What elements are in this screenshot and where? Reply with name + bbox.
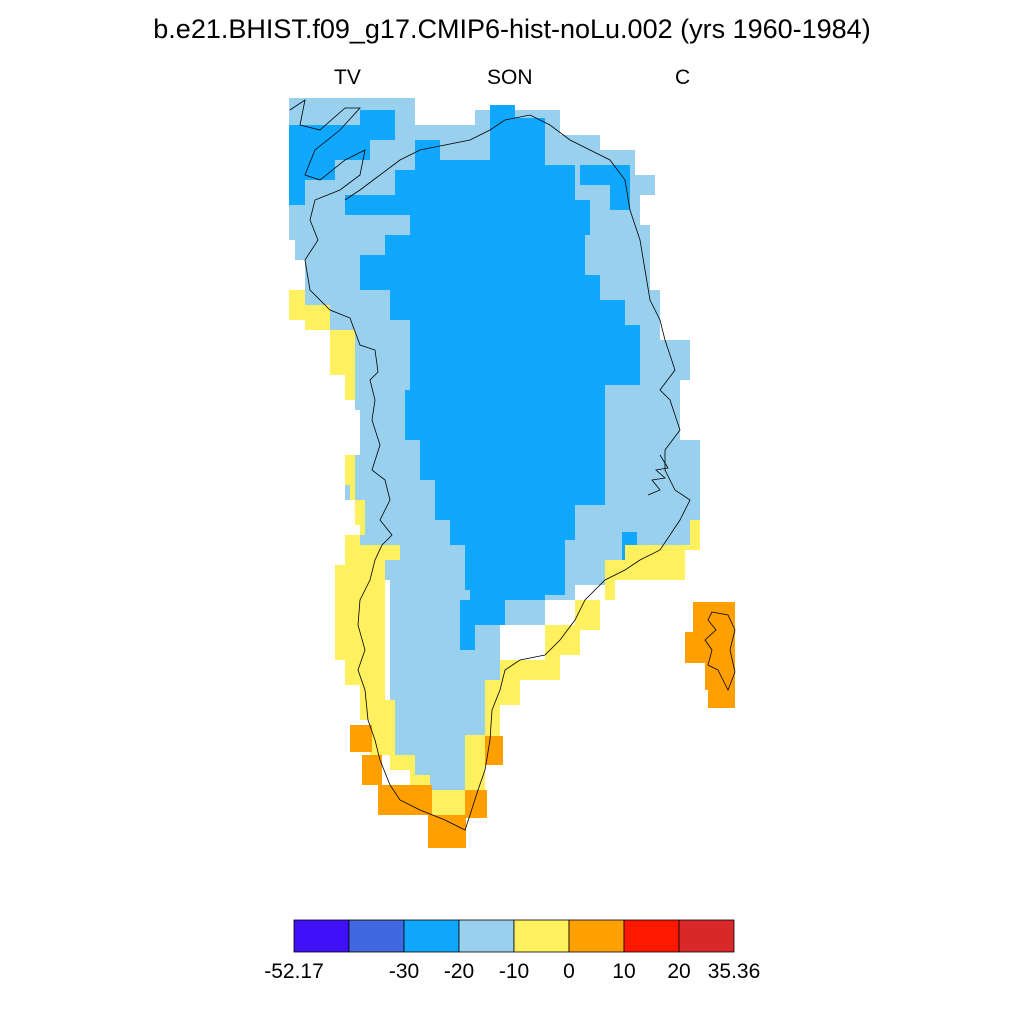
region-orange-south-tip xyxy=(378,785,466,848)
colorbar-swatch xyxy=(458,919,515,953)
colorbar-swatch xyxy=(348,919,405,953)
colorbar-swatch xyxy=(568,919,625,953)
region-orange-south xyxy=(350,725,372,752)
region-yellow-west xyxy=(289,290,700,820)
colorbar-swatch xyxy=(678,919,735,953)
colorbar-tick-label: 0 xyxy=(563,960,575,983)
colorbar-swatch xyxy=(403,919,460,953)
map-title: b.e21.BHIST.f09_g17.CMIP6-hist-noLu.002 … xyxy=(153,14,871,44)
greenland-coastline xyxy=(289,99,691,831)
colorbar-tick-label: 35.36 xyxy=(707,960,761,983)
colorbar-tick-label: 20 xyxy=(667,960,691,983)
colorbar-swatch xyxy=(623,919,680,953)
colorbar-tick-label: 10 xyxy=(612,960,636,983)
east-fjord-coastline xyxy=(647,454,669,496)
colorbar-tick-label: -52.17 xyxy=(264,960,324,983)
coastline-layer xyxy=(289,99,736,831)
colorbar xyxy=(293,919,735,953)
colorbar-swatch xyxy=(513,919,570,953)
colorbar-tick-label: -20 xyxy=(443,960,475,983)
units-label: C xyxy=(675,66,691,89)
colorbar-tick-label: -10 xyxy=(498,960,530,983)
region-orange-south-3 xyxy=(465,790,487,818)
region-medium-blue-ne xyxy=(580,165,630,210)
region-medium-blue xyxy=(345,105,640,650)
field-layer xyxy=(289,98,735,848)
colorbar-tick-label: -30 xyxy=(388,960,420,983)
iceland-coastline xyxy=(704,611,736,691)
region-orange-iceland xyxy=(685,602,735,708)
region-medium-blue-nw xyxy=(289,110,395,205)
region-orange-south-2 xyxy=(362,755,382,785)
region-orange-south-4 xyxy=(485,736,503,765)
season-label: SON xyxy=(487,66,533,89)
colorbar-swatch xyxy=(293,919,350,953)
variable-label: TV xyxy=(334,66,361,89)
